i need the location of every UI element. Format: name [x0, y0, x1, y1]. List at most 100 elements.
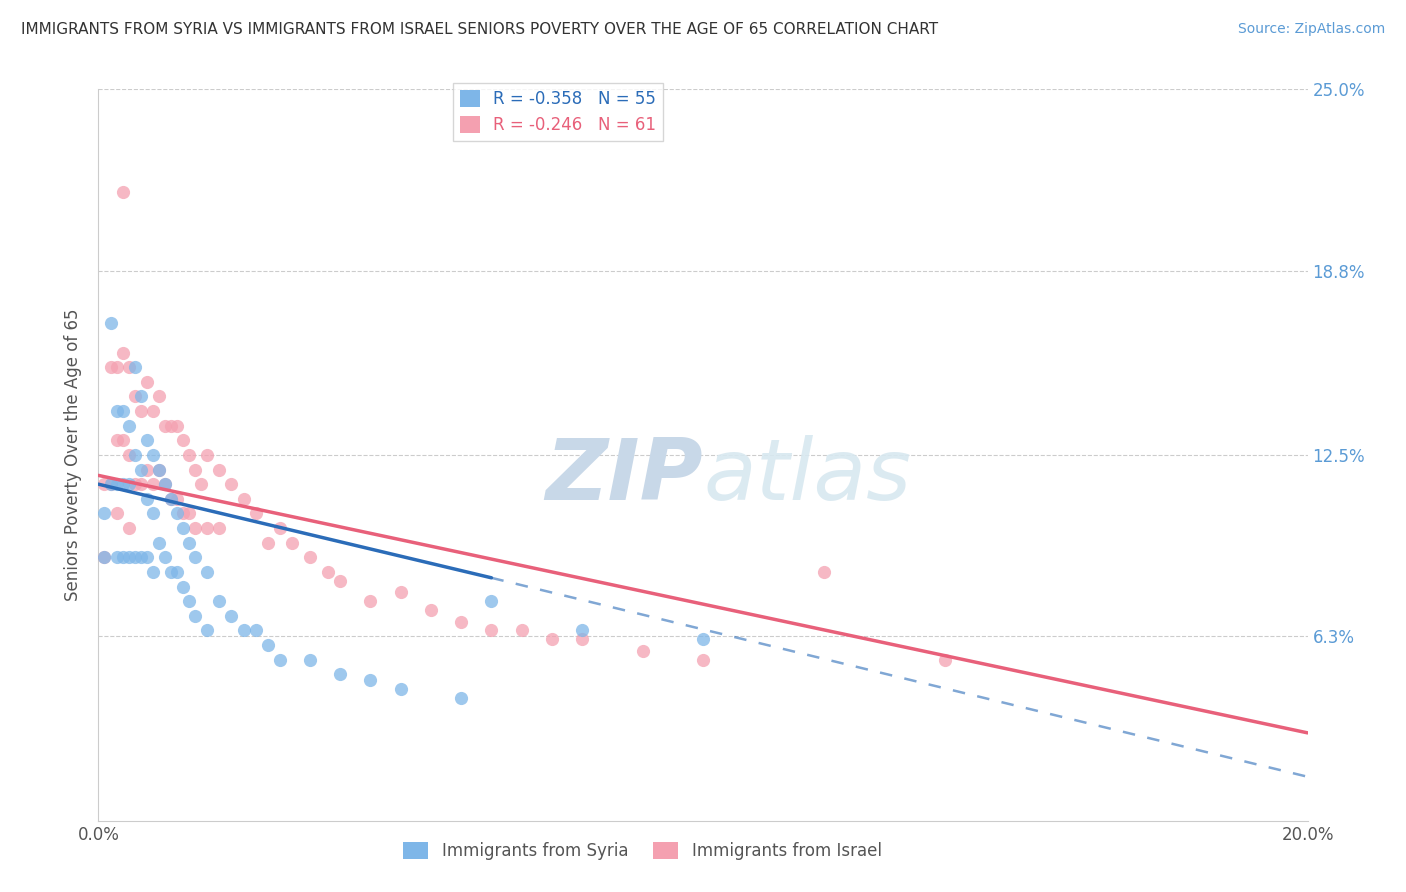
Point	[316, 565, 339, 579]
Point	[420, 603, 443, 617]
Point	[118, 521, 141, 535]
Point	[269, 521, 291, 535]
Point	[256, 535, 278, 549]
Point	[111, 550, 134, 565]
Point	[129, 462, 152, 476]
Point	[93, 550, 115, 565]
Point	[105, 404, 128, 418]
Point	[179, 507, 201, 521]
Legend: Immigrants from Syria, Immigrants from Israel: Immigrants from Syria, Immigrants from I…	[396, 836, 889, 867]
Point	[813, 565, 835, 579]
Point	[208, 521, 231, 535]
Point	[245, 507, 267, 521]
Point	[195, 521, 218, 535]
Point	[166, 418, 188, 433]
Point	[93, 507, 115, 521]
Point	[93, 477, 115, 491]
Point	[124, 448, 146, 462]
Point	[329, 574, 352, 588]
Point	[510, 624, 533, 638]
Point	[221, 477, 243, 491]
Point	[129, 477, 152, 491]
Point	[631, 644, 654, 658]
Point	[93, 550, 115, 565]
Point	[160, 418, 183, 433]
Point	[100, 360, 122, 375]
Point	[105, 507, 128, 521]
Point	[184, 462, 207, 476]
Point	[195, 624, 218, 638]
Point	[160, 565, 183, 579]
Point	[172, 507, 194, 521]
Y-axis label: Seniors Poverty Over the Age of 65: Seniors Poverty Over the Age of 65	[65, 309, 83, 601]
Point	[190, 477, 212, 491]
Point	[100, 316, 122, 330]
Point	[118, 477, 141, 491]
Point	[179, 535, 201, 549]
Point	[256, 638, 278, 652]
Point	[299, 550, 322, 565]
Point	[184, 521, 207, 535]
Point	[129, 404, 152, 418]
Point	[195, 448, 218, 462]
Point	[184, 608, 207, 623]
Point	[166, 491, 188, 506]
Point	[148, 535, 170, 549]
Point	[450, 690, 472, 705]
Point	[142, 477, 165, 491]
Point	[135, 550, 157, 565]
Point	[105, 434, 128, 448]
Point	[281, 535, 304, 549]
Point	[105, 550, 128, 565]
Point	[481, 624, 503, 638]
Point	[179, 594, 201, 608]
Point	[692, 653, 714, 667]
Point	[571, 632, 593, 647]
Point	[299, 653, 322, 667]
Point	[153, 477, 176, 491]
Point	[124, 360, 146, 375]
Point	[540, 632, 562, 647]
Point	[232, 491, 254, 506]
Point	[135, 375, 157, 389]
Point	[129, 389, 152, 403]
Point	[118, 550, 141, 565]
Point	[111, 185, 134, 199]
Point	[118, 448, 141, 462]
Point	[166, 507, 188, 521]
Point	[142, 404, 165, 418]
Point	[124, 389, 146, 403]
Point	[118, 360, 141, 375]
Point	[142, 448, 165, 462]
Point	[111, 404, 134, 418]
Point	[166, 565, 188, 579]
Point	[208, 462, 231, 476]
Point	[172, 434, 194, 448]
Point	[360, 594, 382, 608]
Point	[232, 624, 254, 638]
Point	[184, 550, 207, 565]
Point	[389, 585, 412, 599]
Point	[100, 477, 122, 491]
Point	[111, 434, 134, 448]
Point	[111, 477, 134, 491]
Point	[105, 360, 128, 375]
Point	[172, 521, 194, 535]
Point	[153, 550, 176, 565]
Point	[153, 418, 176, 433]
Point	[111, 345, 134, 359]
Point	[142, 565, 165, 579]
Point	[221, 608, 243, 623]
Point	[269, 653, 291, 667]
Point	[100, 477, 122, 491]
Point	[692, 632, 714, 647]
Point	[153, 477, 176, 491]
Point	[450, 615, 472, 629]
Point	[135, 491, 157, 506]
Point	[129, 550, 152, 565]
Point	[160, 491, 183, 506]
Text: Source: ZipAtlas.com: Source: ZipAtlas.com	[1237, 22, 1385, 37]
Point	[329, 667, 352, 681]
Text: atlas: atlas	[703, 435, 911, 518]
Point	[148, 462, 170, 476]
